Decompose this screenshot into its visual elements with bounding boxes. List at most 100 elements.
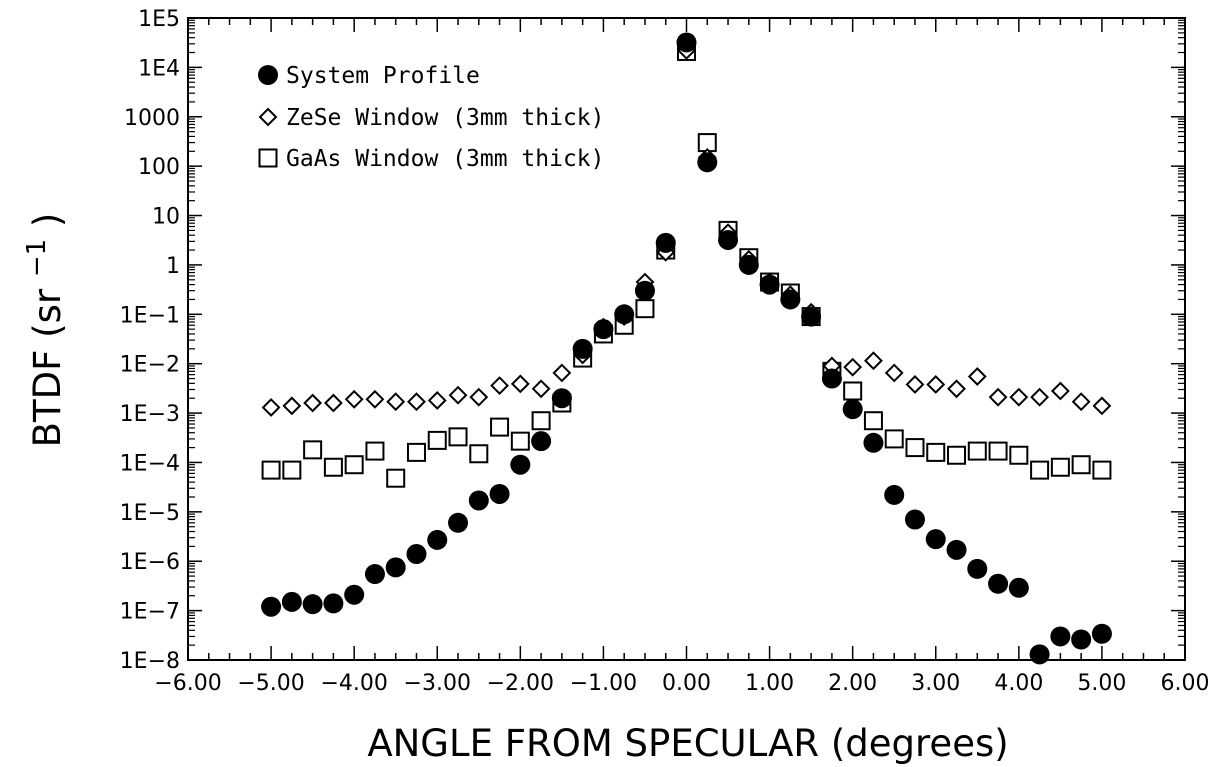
data-point [1092,396,1112,416]
data-point [406,442,426,462]
data-point [323,393,343,413]
data-point [407,392,426,412]
data-point [510,454,531,475]
data-point [510,374,530,394]
data-point [261,460,281,480]
data-point [323,593,344,614]
data-point [947,445,967,465]
data-point [697,152,718,173]
y-axis: 1E5 1E4 1000 100 10 1 1E−1 1E−2 1E−3 1E−4 1E−5 1E−6… [120,7,1185,674]
legend: System Profile ZeSe Window (3mm thick) GaA… [258,63,605,172]
data-point [552,363,572,383]
data-point [780,289,801,310]
data-point [490,417,510,437]
data-point [967,558,988,579]
data-point [863,411,883,431]
series-0 [261,32,1112,665]
y-axis-title-exponent: −1 [22,239,52,277]
data-point [531,411,551,431]
data-point [759,274,780,295]
data-point [947,379,966,399]
y-tick-label: 1E−2 [120,353,180,378]
data-point [448,512,469,533]
data-point [905,438,925,458]
x-tick-label: 4.00 [994,671,1043,696]
data-point [303,393,323,413]
data-point [634,280,655,301]
x-tick-label: −4.00 [320,671,387,696]
data-point [344,389,364,409]
data-point [427,430,447,450]
series-1 [261,41,1112,417]
x-tick-label: −2.00 [487,671,554,696]
y-axis-title-close: ) [26,213,69,227]
data-point [531,431,552,452]
data-point [1030,387,1050,407]
data-point [386,392,406,412]
data-point [344,455,364,475]
data-marks [261,32,1112,665]
data-point [1009,445,1029,465]
y-axis-title-main: BTDF (sr [26,288,69,447]
data-point [323,457,343,477]
data-point [1071,392,1091,412]
x-tick-label: −3.00 [404,671,471,696]
data-point [842,399,863,420]
x-tick-label: −6.00 [154,671,221,696]
y-tick-label: 1E−5 [120,501,180,526]
x-tick-label: 2.00 [828,671,877,696]
data-point [864,351,883,371]
y-tick-label: 1E−8 [120,649,180,674]
y-tick-label: 1E−6 [120,550,180,575]
data-point [1030,460,1050,480]
x-tick-label: 3.00 [911,671,960,696]
data-point [572,338,593,359]
data-point [988,387,1008,407]
data-point [1050,626,1071,647]
x-tick-label: 0.00 [662,671,711,696]
data-point [469,444,489,464]
data-point [967,367,987,386]
data-point [1091,623,1112,644]
y-tick-label: 1E−3 [120,402,180,427]
data-point [365,389,385,409]
data-point [344,584,365,605]
data-point [1050,381,1070,401]
data-point [365,441,385,461]
data-point [551,388,572,409]
data-point [468,490,489,511]
x-tick-label: 5.00 [1077,671,1126,696]
legend-label: ZeSe Window (3mm thick) [286,105,605,131]
data-point [843,357,863,377]
data-point [821,368,842,389]
data-point [801,306,822,327]
data-point [510,431,530,451]
data-point [967,441,987,461]
y-tick-label: 1000 [124,106,180,131]
x-axis: −6.00 −5.00 −4.00 −3.00 −2.00 −1.00 0.00 1.00 2.… [154,18,1209,696]
data-point [427,529,448,550]
data-point [490,376,509,396]
y-tick-label: 1E−4 [120,451,180,476]
data-point [946,539,967,560]
data-point [469,387,489,407]
data-point [282,460,302,480]
legend-marker [258,107,278,127]
svg-text:BTDF (sr −1 ): BTDF (sr −1 ) [11,213,69,448]
y-tick-label: 1E−7 [120,600,180,625]
data-point [884,484,905,505]
y-tick-label: 10 [152,205,180,230]
data-point [1029,644,1050,665]
data-point [448,427,468,447]
data-point [863,432,884,453]
data-point [281,591,302,612]
data-point [1009,387,1029,407]
data-point [531,379,551,399]
data-point [676,32,697,53]
y-tick-label: 100 [138,155,180,180]
data-point [1008,577,1029,598]
data-point [302,594,323,615]
legend-label: GaAs Window (3mm thick) [286,146,605,172]
y-tick-label: 1E5 [138,7,180,32]
data-point [303,440,323,460]
